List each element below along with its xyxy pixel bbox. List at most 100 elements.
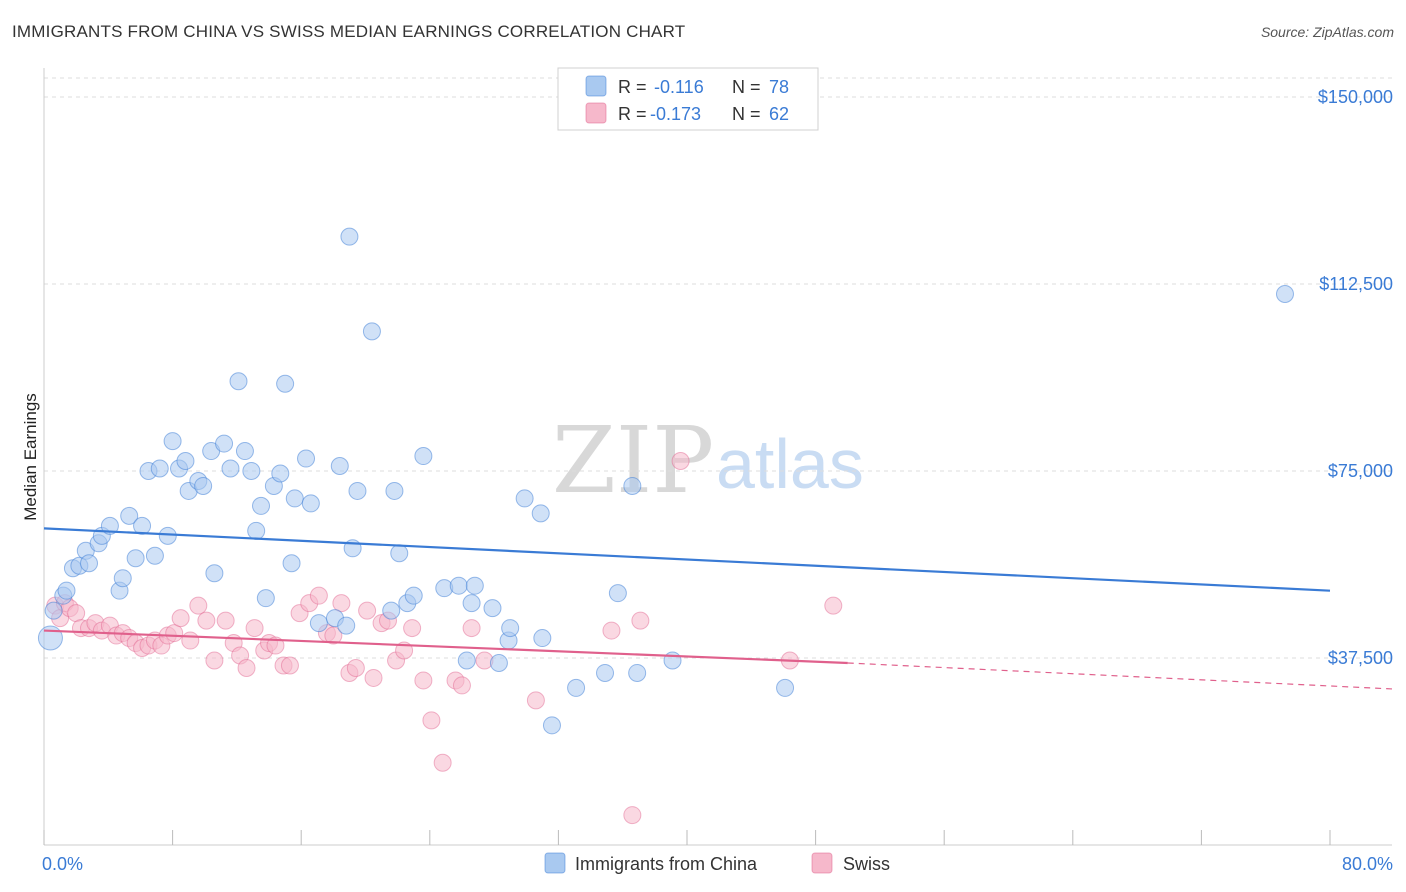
- trend-lines: [43, 527, 1393, 690]
- china-point: [462, 594, 481, 613]
- china-point: [276, 374, 295, 393]
- swiss-point: [189, 596, 208, 615]
- swiss-point: [205, 651, 224, 670]
- bottom-legend-label-china: Immigrants from China: [575, 854, 758, 874]
- legend-r-label-swiss: R =: [618, 104, 647, 124]
- swiss-point: [671, 452, 690, 471]
- legend-n-label-swiss: N =: [732, 104, 761, 124]
- china-point: [221, 459, 240, 478]
- china-point: [271, 464, 290, 483]
- swiss-point: [462, 619, 481, 638]
- swiss-point: [181, 631, 200, 650]
- china-point: [126, 549, 145, 568]
- china-trend-line: [43, 527, 1331, 592]
- china-point: [362, 322, 381, 341]
- china-point: [382, 601, 401, 620]
- legend-n-value-china: 78: [769, 77, 789, 97]
- china-point: [608, 584, 627, 603]
- china-point: [449, 576, 468, 595]
- china-point: [113, 569, 132, 588]
- y-tick-labels: $37,500 $75,000 $112,500 $150,000: [1318, 87, 1393, 668]
- china-point: [533, 629, 552, 648]
- china-point: [235, 442, 254, 461]
- china-point: [330, 457, 349, 476]
- swiss-point: [824, 596, 843, 615]
- x-ticks: [43, 830, 1331, 845]
- source-credit: Source: ZipAtlas.com: [1260, 24, 1394, 40]
- china-point: [596, 663, 615, 682]
- swiss-point: [324, 626, 343, 645]
- swiss-point: [358, 601, 377, 620]
- y-tick-label-1: $75,000: [1328, 461, 1393, 481]
- china-point: [542, 716, 561, 735]
- swiss-point: [165, 624, 184, 643]
- china-point: [44, 601, 63, 620]
- china-point: [663, 651, 682, 670]
- chart-title: IMMIGRANTS FROM CHINA VS SWISS MEDIAN EA…: [12, 22, 686, 41]
- china-point: [176, 452, 195, 471]
- swiss-point: [237, 658, 256, 677]
- swiss-points: [46, 452, 843, 825]
- swiss-point: [197, 611, 216, 630]
- legend-r-value-swiss: -0.173: [650, 104, 701, 124]
- china-point: [256, 589, 275, 608]
- china-point: [628, 663, 647, 682]
- china-point: [623, 476, 642, 495]
- china-point: [229, 372, 248, 391]
- china-point: [145, 546, 164, 565]
- swiss-point: [216, 611, 235, 630]
- legend: R = -0.116 N = 78 R = -0.173 N = 62: [557, 67, 819, 131]
- china-point: [282, 554, 301, 573]
- swiss-trend-line-extension: [847, 662, 1393, 690]
- bottom-legend-label-swiss: Swiss: [843, 854, 890, 874]
- legend-n-label-china: N =: [732, 77, 761, 97]
- china-point: [194, 476, 213, 495]
- china-point: [457, 651, 476, 670]
- bottom-legend: Immigrants from China Swiss: [544, 852, 890, 874]
- watermark-atlas: atlas: [716, 425, 864, 503]
- china-point: [252, 496, 271, 515]
- china-point: [150, 459, 169, 478]
- china-point: [348, 481, 367, 500]
- china-point: [1275, 284, 1294, 303]
- legend-r-label-china: R =: [618, 77, 647, 97]
- china-point: [242, 462, 261, 480]
- legend-swatch-china: [585, 75, 607, 97]
- china-point: [776, 678, 795, 697]
- swiss-point: [364, 668, 383, 687]
- china-point: [515, 489, 534, 508]
- china-point: [163, 432, 182, 451]
- swiss-point: [245, 619, 264, 638]
- china-point: [37, 625, 63, 651]
- china-point: [309, 614, 328, 633]
- swiss-point: [309, 586, 328, 605]
- china-point: [483, 599, 502, 618]
- china-point: [247, 521, 266, 540]
- china-point: [337, 616, 356, 635]
- swiss-trend-line: [43, 629, 848, 665]
- china-point: [465, 576, 484, 595]
- china-point: [133, 516, 152, 535]
- china-point: [340, 227, 359, 246]
- swiss-point: [67, 604, 86, 623]
- swiss-point: [171, 609, 190, 628]
- swiss-point: [526, 691, 545, 710]
- legend-n-value-swiss: 62: [769, 104, 789, 124]
- china-point: [215, 434, 234, 453]
- china-point: [158, 526, 177, 545]
- bottom-legend-swatch-china: [544, 852, 566, 874]
- china-point: [531, 504, 550, 523]
- china-point: [301, 494, 320, 513]
- y-axis-label: Median Earnings: [21, 393, 40, 521]
- china-point: [120, 506, 139, 525]
- bottom-legend-swatch-swiss: [811, 852, 833, 874]
- china-point: [414, 447, 433, 466]
- y-tick-label-3: $150,000: [1318, 87, 1393, 107]
- china-points: [37, 227, 1294, 735]
- china-point: [80, 554, 99, 573]
- swiss-point: [452, 676, 471, 695]
- china-point: [57, 581, 76, 600]
- china-point: [100, 516, 119, 535]
- legend-r-value-china: -0.116: [654, 77, 704, 97]
